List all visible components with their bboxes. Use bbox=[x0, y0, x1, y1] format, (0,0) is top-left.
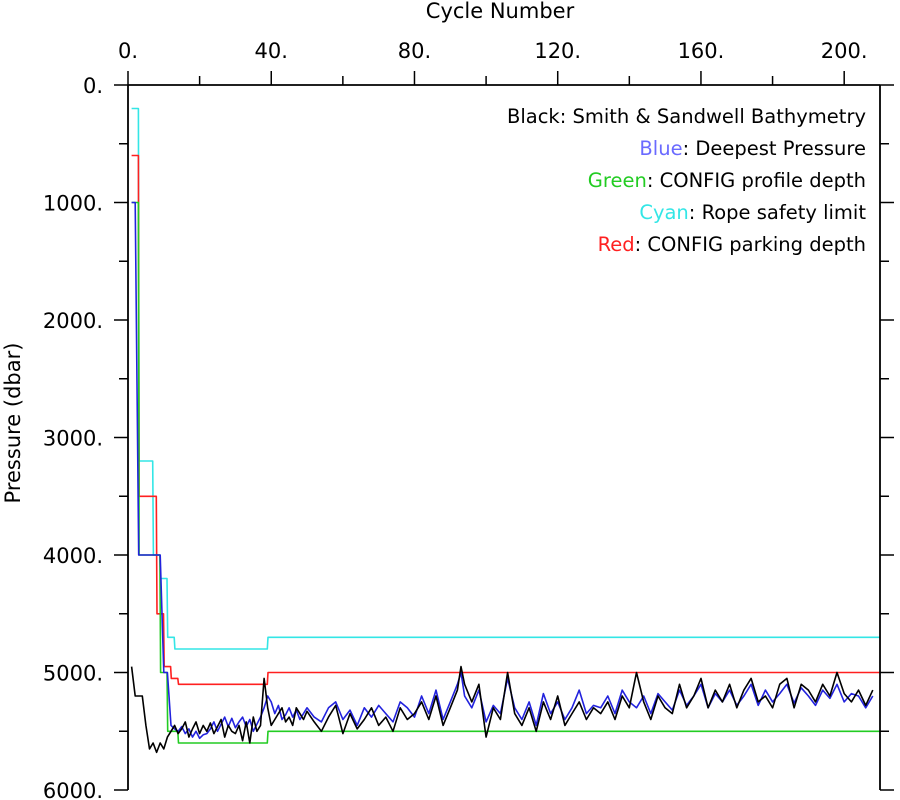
legend-entry-1: Blue: Deepest Pressure bbox=[639, 137, 866, 160]
x-tick-label: 160. bbox=[678, 39, 725, 63]
legend-entry-4: Red: CONFIG parking depth bbox=[598, 233, 866, 256]
legend-description: : CONFIG profile depth bbox=[647, 169, 866, 192]
legend-color-word: Blue bbox=[639, 137, 682, 160]
x-tick-label: 0. bbox=[118, 39, 138, 63]
x-axis-title: Cycle Number bbox=[426, 0, 575, 23]
legend-description: : Rope safety limit bbox=[689, 201, 867, 224]
legend-color-word: Green bbox=[588, 169, 647, 192]
legend-description: : Smith & Sandwell Bathymetry bbox=[560, 105, 866, 128]
legend-entry-3: Cyan: Rope safety limit bbox=[639, 201, 866, 224]
x-tick-label: 40. bbox=[255, 39, 288, 63]
tick-labels: 0. 40. 80. 120. 160. 200. 0. 1000. 2000. 3000. 400… bbox=[43, 39, 868, 800]
series-lines bbox=[130, 107, 880, 754]
legend-color-word: Red bbox=[598, 233, 635, 256]
x-tick-label: 200. bbox=[821, 39, 868, 63]
series-line-4 bbox=[130, 665, 874, 754]
x-tick-label: 120. bbox=[534, 39, 581, 63]
legend-entry-0: Black: Smith & Sandwell Bathymetry bbox=[507, 105, 866, 128]
y-tick-label: 4000. bbox=[43, 544, 103, 568]
x-tick-label: 80. bbox=[398, 39, 431, 63]
y-axis-title: Pressure (dbar) bbox=[1, 343, 25, 504]
ticks bbox=[114, 71, 894, 791]
y-tick-label: 2000. bbox=[43, 309, 103, 333]
y-tick-label: 1000. bbox=[43, 192, 103, 216]
y-tick-label: 0. bbox=[83, 74, 103, 98]
series-line-0 bbox=[131, 107, 880, 650]
legend-entry-2: Green: CONFIG profile depth bbox=[588, 169, 866, 192]
legend-color-word: Cyan bbox=[639, 201, 688, 224]
series-line-1 bbox=[131, 154, 880, 686]
y-tick-label: 6000. bbox=[43, 779, 103, 800]
y-tick-label: 3000. bbox=[43, 427, 103, 451]
legend-color-word: Black bbox=[507, 105, 560, 128]
series-line-2 bbox=[131, 201, 880, 744]
legend-description: : CONFIG parking depth bbox=[635, 233, 866, 256]
y-tick-label: 5000. bbox=[43, 662, 103, 686]
legend-description: : Deepest Pressure bbox=[683, 137, 866, 160]
legend: Black: Smith & Sandwell BathymetryBlue: … bbox=[507, 105, 866, 256]
